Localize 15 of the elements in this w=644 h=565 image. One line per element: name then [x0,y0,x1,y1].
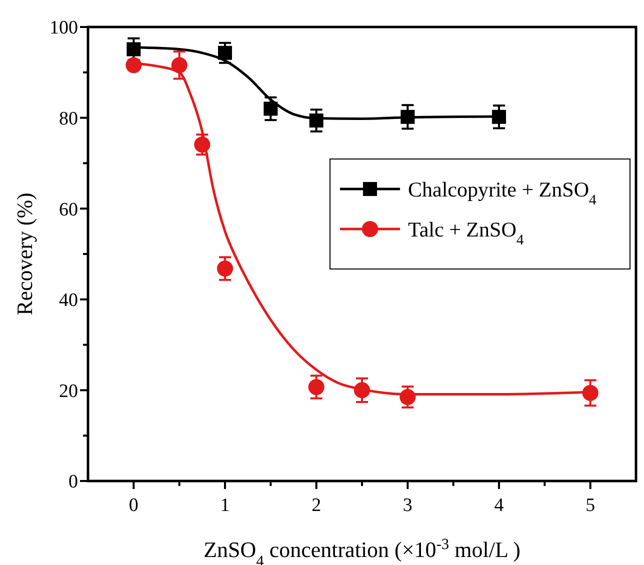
x-tick-label: 5 [586,495,596,516]
y-tick-label: 60 [59,199,78,220]
y-tick-label: 80 [59,108,78,130]
x-tick-label: 0 [128,495,138,516]
x-tick-label: 1 [220,495,230,516]
y-tick-label: 20 [59,380,78,402]
y-tick-label: 40 [59,290,78,312]
y-axis-title: Recovery (%) [12,192,37,316]
x-tick-label: 2 [312,495,322,516]
y-tick-label: 100 [50,18,78,39]
legend-label: Chalcopyrite + ZnSO$_{4}$ [408,177,597,208]
x-tick-label: 4 [494,495,504,516]
x-tick-label: 3 [402,495,412,516]
y-tick-label: 0 [68,472,78,493]
legend-label: Talc + ZnSO$_{4}$ [408,217,524,248]
